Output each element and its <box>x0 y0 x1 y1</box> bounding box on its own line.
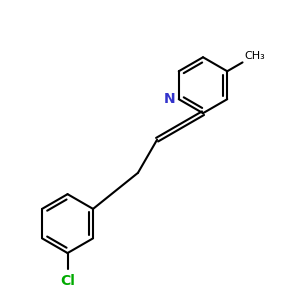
Text: Cl: Cl <box>60 274 75 288</box>
Text: CH₃: CH₃ <box>244 51 265 61</box>
Text: N: N <box>164 92 175 106</box>
